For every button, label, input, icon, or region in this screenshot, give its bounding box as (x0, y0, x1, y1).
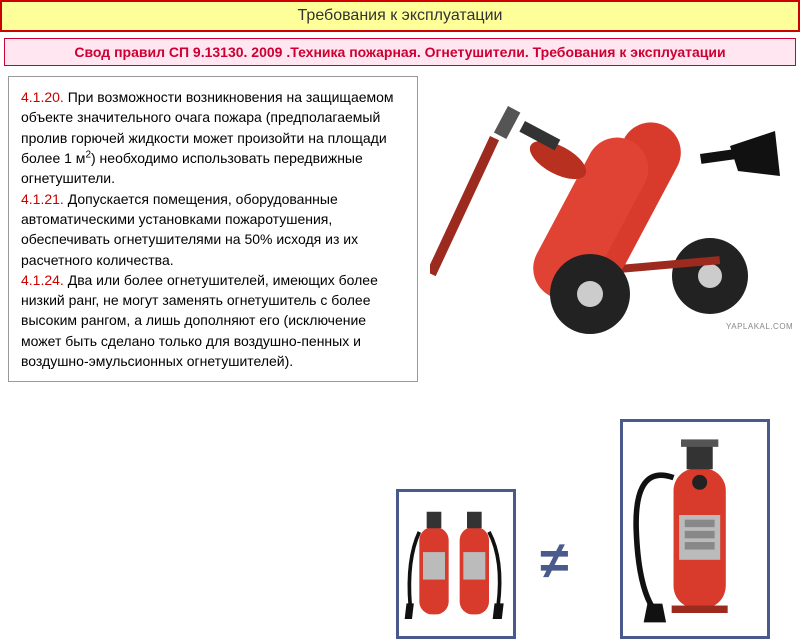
p3-body: Два или более огнетушителей, имеющих бол… (21, 272, 378, 369)
clause-4-1-21: 4.1.21. (21, 191, 64, 207)
subtitle-bar: Свод правил СП 9.13130. 2009 .Техника по… (4, 38, 796, 66)
header-title: Требования к эксплуатации (298, 7, 503, 25)
clause-4-1-20: 4.1.20. (21, 89, 64, 105)
clause-4-1-24: 4.1.24. (21, 272, 64, 288)
p2-body: Допускается помещения, оборудованные авт… (21, 191, 358, 268)
two-extinguishers-image (396, 489, 516, 639)
watermark-text: YAPLAKAL.COM (726, 322, 793, 331)
para-4-1-20: 4.1.20. При возможности возникновения на… (21, 87, 405, 188)
para-4-1-21: 4.1.21. Допускается помещения, оборудова… (21, 189, 405, 270)
single-extinguisher-image (620, 419, 770, 639)
regulation-text-box: 4.1.20. При возможности возникновения на… (8, 76, 418, 382)
not-equal-symbol: ≠ (540, 531, 569, 591)
para-4-1-24: 4.1.24. Два или более огнетушителей, име… (21, 270, 405, 371)
header-bar: Требования к эксплуатации (0, 0, 800, 32)
wheeled-extinguisher-image (430, 76, 790, 336)
subtitle-text: Свод правил СП 9.13130. 2009 .Техника по… (74, 44, 725, 60)
